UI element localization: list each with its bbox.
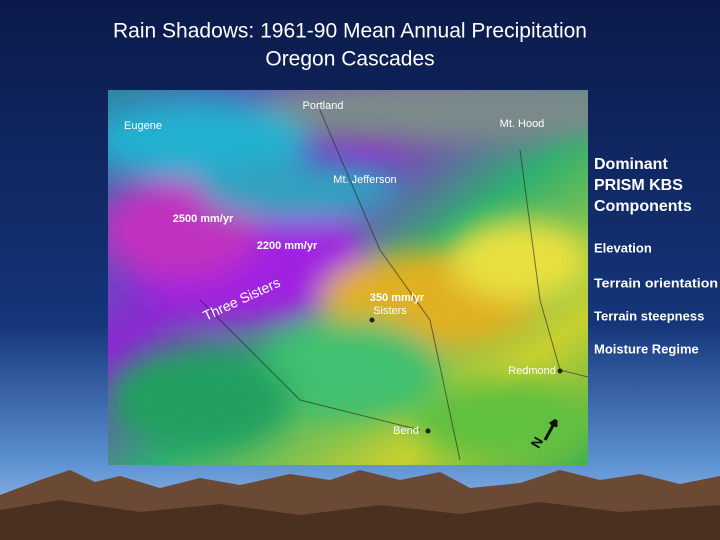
map-label: 2200 mm/yr [257,240,318,252]
town-dot [425,428,431,434]
panel-heading: Dominant [594,156,668,173]
map-label: Mt. Jefferson [333,174,396,186]
town-dot [557,368,563,374]
map-label: 350 mm/yr [370,292,425,304]
north-arrow [543,418,558,441]
map-label: Portland [303,100,344,112]
foothills [0,500,720,540]
title: Rain Shadows: 1961-90 Mean Annual Precip… [113,20,587,43]
panel-item: Terrain orientation [594,275,718,290]
map-label: Mt. Hood [500,118,545,130]
panel-heading: Components [594,198,692,215]
panel-heading: PRISM KBS [594,177,683,194]
subtitle: Oregon Cascades [265,48,434,71]
town-dot [369,317,375,323]
panel-item: Terrain steepness [594,308,704,323]
terrain-map [108,90,588,465]
map-label: Redmond [508,365,556,377]
panel-item: Elevation [594,240,652,255]
map-label: Bend [393,425,419,437]
map-label: Sisters [373,305,407,317]
map-label: 2500 mm/yr [173,213,234,225]
panel-item: Moisture Regime [594,341,699,356]
map-label: Eugene [124,120,162,132]
